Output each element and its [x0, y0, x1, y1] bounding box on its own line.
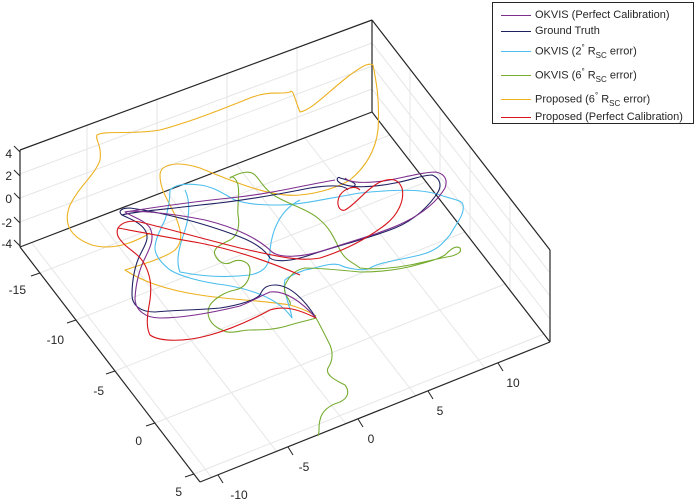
z-tick-label: -4	[1, 237, 12, 251]
legend-swatch-okvis-2deg	[501, 50, 531, 52]
z-tick-label: 4	[5, 147, 12, 161]
legend-item: Ground Truth	[493, 23, 600, 39]
legend-item: Proposed (6° RSC error)	[493, 91, 650, 107]
z-tick-label: 2	[5, 169, 12, 183]
legend-label: Proposed (6° RSC error)	[535, 90, 651, 108]
x-tick-label: 5	[437, 404, 444, 418]
x-tick-label: -10	[230, 488, 248, 502]
axes-box	[19, 19, 551, 483]
z-tick-label: 0	[5, 192, 12, 206]
y-tick-label: -15	[9, 283, 27, 297]
x-tick-labels: -10 -5 0 5 10	[230, 376, 520, 502]
legend-item: OKVIS (2° RSC error)	[493, 43, 637, 59]
y-tick-label: -5	[93, 384, 104, 398]
x-tick-label: -5	[299, 460, 310, 474]
legend-item: Proposed (Perfect Calibration)	[493, 109, 683, 125]
series-okvis-2deg-inner	[177, 189, 301, 277]
legend-swatch-proposed-perfect	[501, 116, 531, 118]
y-tick-labels: -15 -10 -5 0 5	[9, 283, 183, 499]
x-tick-label: 10	[506, 376, 520, 390]
legend: OKVIS (Perfect Calibration) Ground Truth…	[492, 2, 694, 124]
series-okvis-2deg	[154, 183, 464, 319]
legend-label: OKVIS (2° RSC error)	[535, 42, 637, 60]
y-tick-label: -10	[47, 333, 65, 347]
legend-label: OKVIS (6° RSC error)	[535, 66, 637, 84]
legend-swatch-okvis-6deg	[501, 74, 531, 76]
trajectories	[66, 63, 464, 437]
y-tick-label: 5	[175, 485, 182, 499]
legend-swatch-ground-truth	[501, 30, 531, 32]
z-tick-label: -2	[1, 216, 12, 230]
series-ground-truth	[119, 174, 441, 319]
legend-item: OKVIS (6° RSC error)	[493, 67, 637, 83]
legend-label: Proposed (Perfect Calibration)	[535, 111, 683, 123]
legend-item: OKVIS (Perfect Calibration)	[493, 7, 670, 23]
legend-swatch-proposed-6deg	[501, 98, 531, 100]
z-tick-labels: 4 2 0 -2 -4	[1, 147, 12, 251]
series-proposed-6deg	[66, 63, 380, 317]
axis-ticks	[13, 145, 504, 484]
series-okvis-6deg	[207, 171, 462, 437]
y-tick-label: 0	[135, 434, 142, 448]
series-okvis-perfect	[124, 171, 447, 319]
legend-swatch-okvis-perfect	[501, 14, 531, 16]
legend-label: OKVIS (Perfect Calibration)	[535, 9, 670, 21]
legend-label: Ground Truth	[535, 25, 600, 37]
x-tick-label: 0	[368, 432, 375, 446]
series-proposed-perfect	[116, 178, 404, 341]
